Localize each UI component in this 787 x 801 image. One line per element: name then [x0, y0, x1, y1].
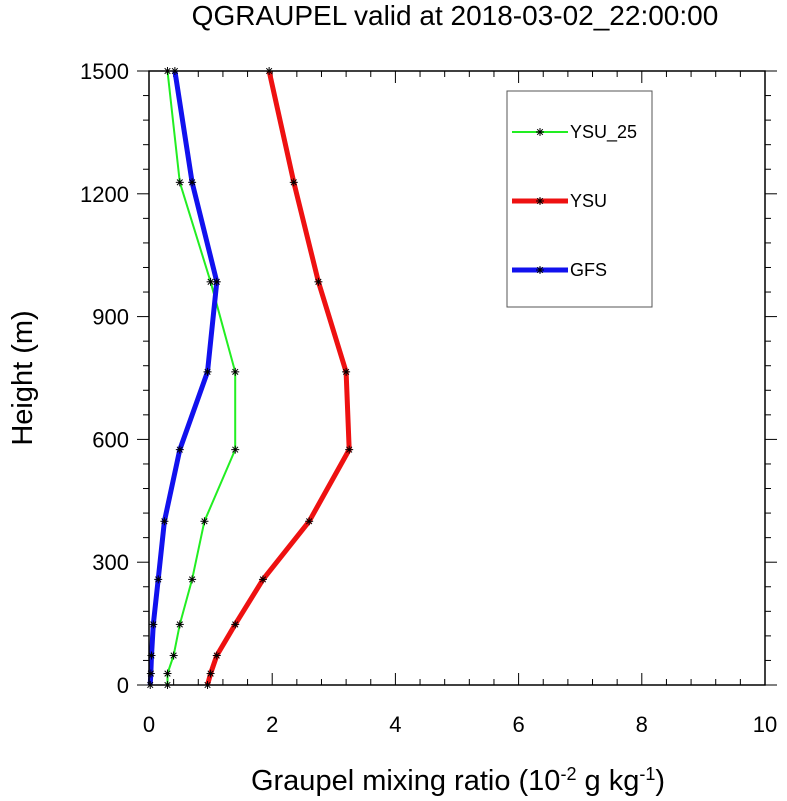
- data-point-ysu-25: [175, 620, 184, 629]
- series-line-ysu: [205, 70, 352, 686]
- data-point-ysu: [289, 178, 298, 187]
- legend-marker: [536, 197, 544, 205]
- y-tick-label: 600: [92, 427, 129, 452]
- chart-title: QGRAUPEL valid at 2018-03-02_22:00:00: [192, 0, 719, 31]
- x-axis-title: Graupel mixing ratio (10-2 g kg-1): [251, 764, 665, 797]
- data-point-ysu: [212, 651, 221, 660]
- data-point-ysu: [342, 367, 351, 376]
- data-point-ysu: [314, 277, 323, 286]
- legend-marker: [536, 266, 544, 274]
- x-axis-title-exp2: -1: [639, 764, 655, 784]
- data-point-ysu-25: [163, 669, 172, 678]
- tick-labels: 0 2 4 6 8 10 0 300 600 900 1200 1500: [80, 59, 777, 737]
- data-point-gfs: [149, 620, 158, 629]
- y-tick-label: 300: [92, 550, 129, 575]
- x-tick-label: 6: [512, 712, 524, 737]
- data-point-gfs: [175, 445, 184, 454]
- legend-items: YSU_25 YSU GFS: [512, 122, 637, 280]
- plot-frame: [148, 70, 766, 686]
- x-tick-label: 0: [143, 712, 155, 737]
- y-axis-title: Height (m): [7, 310, 39, 445]
- data-point-ysu-25: [188, 575, 197, 584]
- data-point-gfs: [212, 277, 221, 286]
- legend: YSU_25 YSU GFS: [506, 90, 653, 308]
- legend-item-ysu: YSU: [512, 191, 607, 211]
- data-point-ysu-25: [231, 367, 240, 376]
- series-ysu: [203, 67, 354, 689]
- data-point-gfs: [154, 575, 163, 584]
- x-tick-label: 8: [636, 712, 648, 737]
- x-tick-label: 2: [266, 712, 278, 737]
- data-point-gfs: [160, 517, 169, 526]
- legend-item-ysu-25: YSU_25: [512, 122, 637, 143]
- data-point-ysu: [305, 517, 314, 526]
- series-line-gfs: [147, 70, 220, 686]
- data-point-gfs: [203, 367, 212, 376]
- series-ysu-25: [163, 67, 240, 689]
- data-point-gfs: [188, 178, 197, 187]
- series-layer: [146, 67, 354, 689]
- x-tick-label: 10: [753, 712, 777, 737]
- x-axis-title-main: Graupel mixing ratio (10: [251, 765, 560, 797]
- series-gfs: [146, 67, 221, 689]
- data-point-ysu: [231, 620, 240, 629]
- x-axis-title-end: ): [655, 765, 665, 797]
- axis-ticks: [137, 70, 777, 686]
- data-point-ysu: [258, 575, 267, 584]
- x-axis-title-exp1: -2: [560, 764, 576, 784]
- data-point-ysu-25: [231, 445, 240, 454]
- y-tick-label: 0: [117, 673, 129, 698]
- x-tick-label: 4: [389, 712, 401, 737]
- y-tick-label: 1500: [80, 59, 129, 84]
- y-tick-label: 1200: [80, 182, 129, 207]
- data-point-ysu-25: [200, 517, 209, 526]
- y-tick-label: 900: [92, 305, 129, 330]
- legend-item-gfs: GFS: [512, 260, 607, 280]
- data-point-gfs: [146, 669, 155, 678]
- data-point-ysu-25: [175, 178, 184, 187]
- legend-box: [506, 90, 653, 308]
- data-point-ysu: [206, 669, 215, 678]
- legend-label: YSU: [570, 191, 607, 211]
- legend-marker: [536, 128, 544, 136]
- legend-label: YSU_25: [570, 122, 637, 143]
- x-axis-title-mid: g kg: [576, 765, 639, 797]
- series-line-ysu-25: [166, 70, 237, 685]
- legend-label: GFS: [570, 260, 607, 280]
- data-point-ysu-25: [169, 651, 178, 660]
- data-point-ysu: [345, 445, 354, 454]
